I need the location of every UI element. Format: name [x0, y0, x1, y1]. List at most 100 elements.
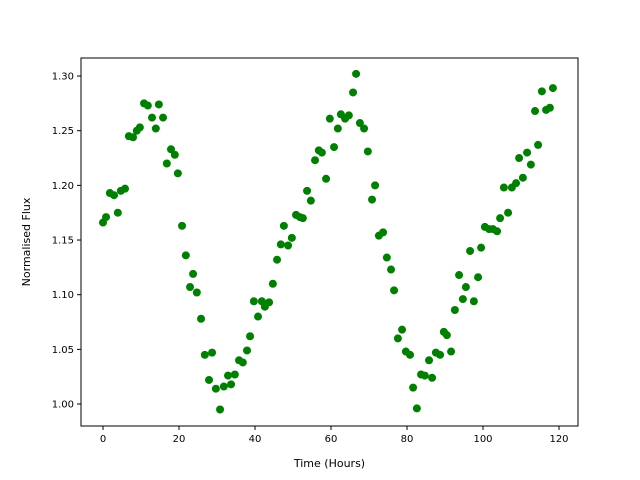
x-tick-label: 0 [100, 434, 106, 445]
point [268, 279, 277, 288]
y-tick-label: 1.05 [52, 345, 74, 356]
point [211, 384, 220, 393]
point [200, 350, 209, 359]
point [447, 347, 456, 356]
axes-frame [80, 57, 579, 427]
y-tick-label: 1.20 [52, 181, 74, 192]
point [512, 179, 521, 188]
point [409, 383, 418, 392]
x-tick-label: 20 [173, 434, 186, 445]
point [317, 148, 326, 157]
point [208, 348, 217, 357]
point [224, 371, 233, 380]
point [135, 123, 144, 132]
x-tick-label: 40 [249, 434, 262, 445]
point [477, 243, 486, 252]
point [548, 84, 557, 93]
point [129, 133, 138, 142]
point [387, 265, 396, 274]
point [287, 233, 296, 242]
point [455, 271, 464, 280]
point [197, 314, 206, 323]
y-tick-label: 1.30 [52, 72, 74, 83]
y-tick-label: 1.00 [52, 400, 74, 411]
point [474, 273, 483, 282]
point [173, 169, 182, 178]
point [393, 334, 402, 343]
point [110, 191, 119, 200]
point [515, 154, 524, 163]
y-tick-label: 1.25 [52, 126, 74, 137]
point [469, 297, 478, 306]
point [151, 124, 160, 133]
point [279, 221, 288, 230]
point [518, 173, 527, 182]
point [249, 297, 258, 306]
point [246, 332, 255, 341]
point [420, 371, 429, 380]
point [504, 208, 513, 217]
point [159, 113, 168, 122]
y-tick-label: 1.10 [52, 290, 74, 301]
point [461, 283, 470, 292]
point [298, 214, 307, 223]
point [363, 147, 372, 156]
point [545, 103, 554, 112]
point [178, 221, 187, 230]
point [192, 288, 201, 297]
point [349, 88, 358, 97]
point [230, 370, 239, 379]
point [493, 227, 502, 236]
point [306, 196, 315, 205]
point [499, 183, 508, 192]
point [368, 195, 377, 204]
point [496, 214, 505, 223]
point [189, 269, 198, 278]
point [102, 213, 111, 222]
point [428, 373, 437, 382]
point [398, 325, 407, 334]
point [205, 375, 214, 384]
point [466, 246, 475, 255]
point [371, 181, 380, 190]
point [186, 283, 195, 292]
x-axis-label: Time (Hours) [293, 457, 365, 470]
y-tick-label: 1.15 [52, 236, 74, 247]
point [425, 356, 434, 365]
point [311, 156, 320, 165]
point [154, 100, 163, 109]
point [162, 159, 171, 168]
point [325, 114, 334, 123]
x-tick-label: 80 [401, 434, 414, 445]
point [243, 346, 252, 355]
point [333, 124, 342, 133]
point [284, 241, 293, 250]
point [143, 101, 152, 110]
point [534, 140, 543, 149]
point [355, 119, 364, 128]
point [382, 253, 391, 262]
x-tick-label: 100 [473, 434, 492, 445]
point [379, 228, 388, 237]
point [170, 150, 179, 159]
point [227, 380, 236, 389]
point [352, 69, 361, 78]
point [181, 251, 190, 260]
point [436, 350, 445, 359]
point [219, 382, 228, 391]
point [216, 405, 225, 414]
point [450, 306, 459, 315]
point [442, 331, 451, 340]
point [322, 174, 331, 183]
x-tick-label: 120 [549, 434, 568, 445]
point [458, 295, 467, 304]
point [360, 124, 369, 133]
point [523, 148, 532, 157]
point [273, 255, 282, 264]
point [121, 184, 130, 193]
point [265, 298, 274, 307]
point [303, 186, 312, 195]
point [531, 107, 540, 116]
point [113, 208, 122, 217]
